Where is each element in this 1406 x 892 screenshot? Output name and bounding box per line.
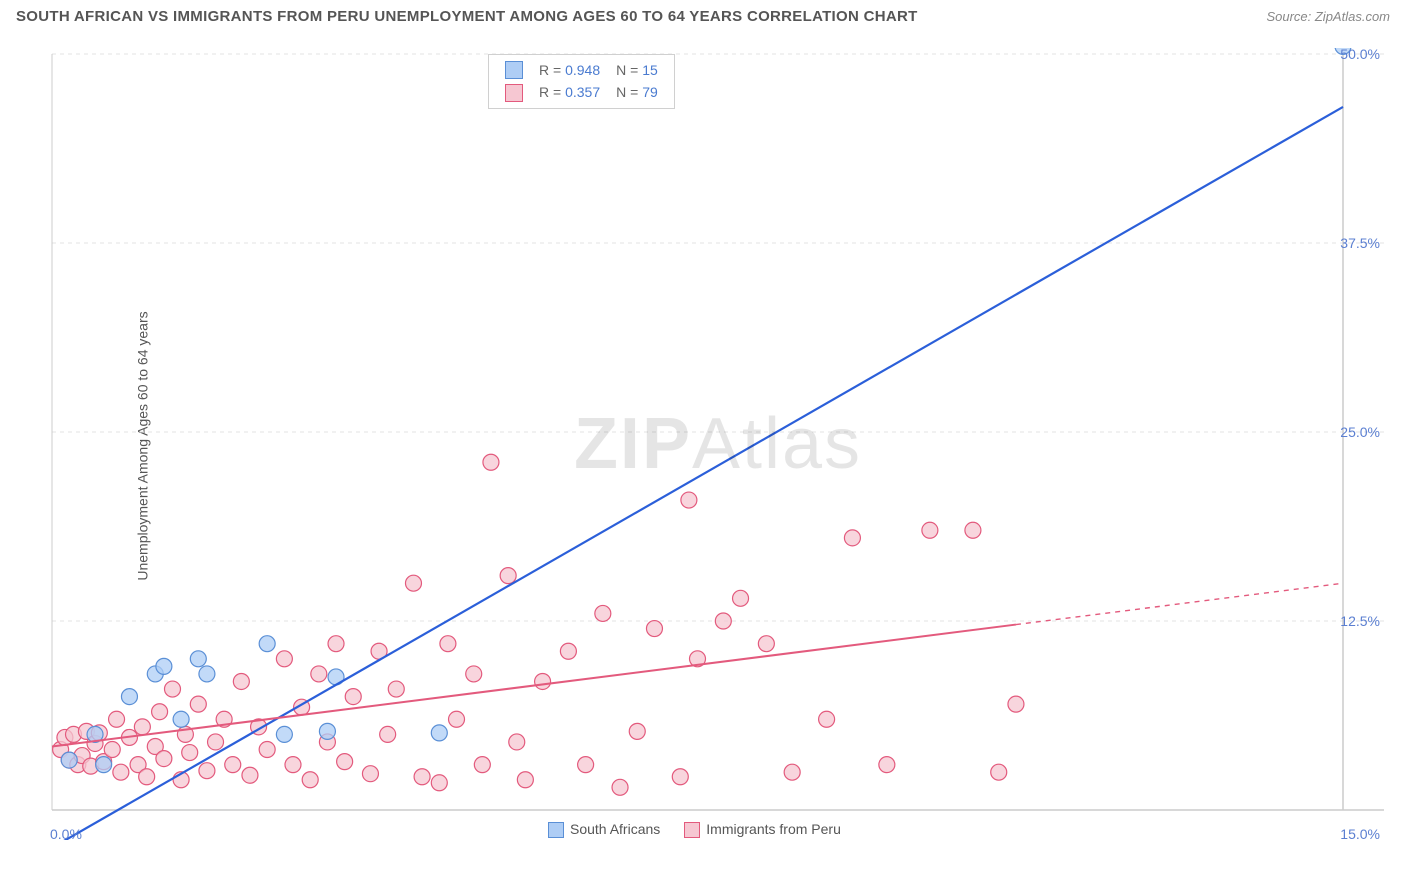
legend-item: South Africans	[548, 821, 660, 837]
x-axis-min-label: 0.0%	[50, 826, 82, 842]
y-tick-label: 25.0%	[1340, 424, 1380, 440]
y-tick-label: 37.5%	[1340, 235, 1380, 251]
legend-series: South Africans Immigrants from Peru	[548, 821, 865, 838]
legend-correlation: R = 0.948N = 15R = 0.357N = 79	[488, 54, 675, 109]
source-label: Source: ZipAtlas.com	[1266, 9, 1390, 24]
x-axis-max-label: 15.0%	[1340, 826, 1380, 842]
legend-item: Immigrants from Peru	[684, 821, 841, 837]
y-tick-label: 50.0%	[1340, 46, 1380, 62]
y-tick-label: 12.5%	[1340, 613, 1380, 629]
chart-title: SOUTH AFRICAN VS IMMIGRANTS FROM PERU UN…	[16, 8, 918, 25]
scatter-chart	[48, 48, 1388, 840]
chart-area: ZIPAtlas R = 0.948N = 15R = 0.357N = 79 …	[48, 48, 1388, 840]
